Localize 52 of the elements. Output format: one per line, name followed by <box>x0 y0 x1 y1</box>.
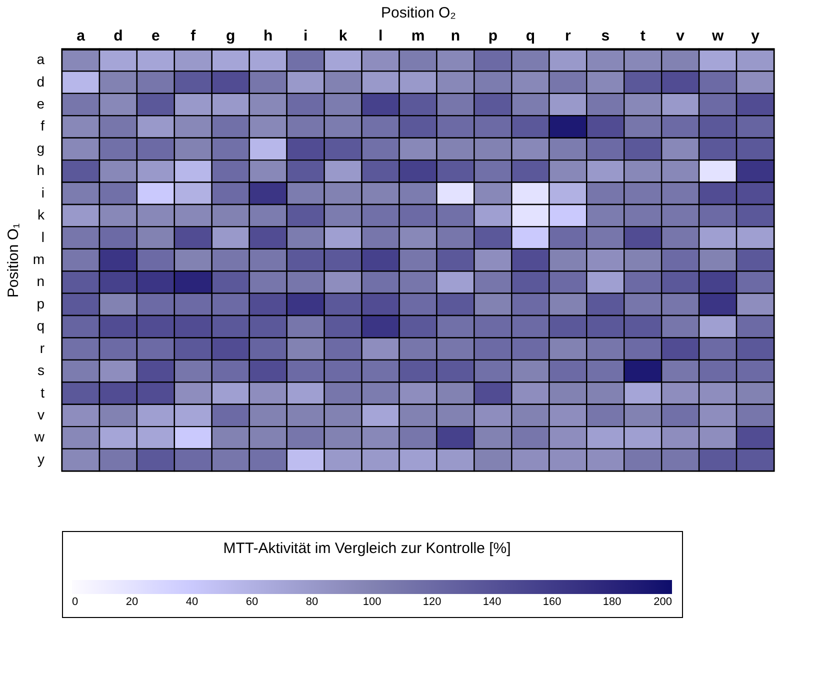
x-tick-label: s <box>601 28 610 44</box>
y-tick-label: t <box>40 384 45 400</box>
y-tick-label: f <box>40 118 45 134</box>
color-bar-label: 120 <box>422 596 442 608</box>
x-tick-label: r <box>564 28 571 44</box>
color-bar-label: 80 <box>306 596 318 608</box>
color-bar-label: 140 <box>482 596 502 608</box>
color-bar-label: 0 <box>72 596 78 608</box>
color-bar-label: 20 <box>126 596 138 608</box>
y-tick-label: r <box>40 340 45 356</box>
x-tick-label: d <box>114 28 123 44</box>
y-tick-label: k <box>38 206 46 223</box>
y-tick-label: m <box>32 251 44 267</box>
y-tick-label: y <box>38 450 44 467</box>
x-tick-label: w <box>710 28 724 44</box>
x-tick-label: p <box>488 28 498 44</box>
color-bar-label: 160 <box>542 596 562 608</box>
y-tick-label: h <box>36 162 44 178</box>
y-axis-title: Position O₁ <box>4 223 22 298</box>
y-tick-label: a <box>36 51 45 68</box>
x-tick-label: q <box>526 28 536 44</box>
y-tick-label: g <box>36 140 44 156</box>
color-bar-label: 200 <box>654 596 672 608</box>
color-bar-label: 60 <box>246 596 258 608</box>
color-bar-label: 180 <box>602 596 622 608</box>
y-tick-label: i <box>41 184 44 200</box>
x-tick-label: e <box>152 28 160 44</box>
x-tick-label: k <box>338 28 348 44</box>
y-tick-label: s <box>38 362 44 378</box>
y-tick-label: w <box>33 428 46 445</box>
x-tick-label: h <box>264 28 273 44</box>
y-tick-label: d <box>36 73 44 90</box>
x-tick-label: i <box>303 28 308 44</box>
y-tick-label: l <box>41 228 44 245</box>
x-tick-label: v <box>676 28 686 44</box>
color-bar-title: MTT-Aktivität im Vergleich zur Kontrolle [%] <box>223 540 511 557</box>
x-tick-label: m <box>411 28 425 44</box>
color-bar-label: 100 <box>362 596 382 608</box>
x-tick-label: a <box>76 28 86 44</box>
x-tick-label: f <box>190 28 197 44</box>
color-bar-label: 40 <box>186 596 198 608</box>
x-tick-label: l <box>378 28 383 44</box>
y-tick-label: p <box>36 295 45 312</box>
y-tick-label: q <box>36 318 44 334</box>
x-tick-label: t <box>640 28 646 44</box>
x-axis-title: Position O₂ <box>380 4 456 22</box>
x-tick-label: n <box>450 28 460 44</box>
y-tick-label: e <box>36 96 45 112</box>
y-tick-label: v <box>38 406 44 422</box>
y-tick-label: n <box>36 273 44 290</box>
x-tick-label: y <box>751 28 760 44</box>
x-tick-label: g <box>226 28 236 44</box>
